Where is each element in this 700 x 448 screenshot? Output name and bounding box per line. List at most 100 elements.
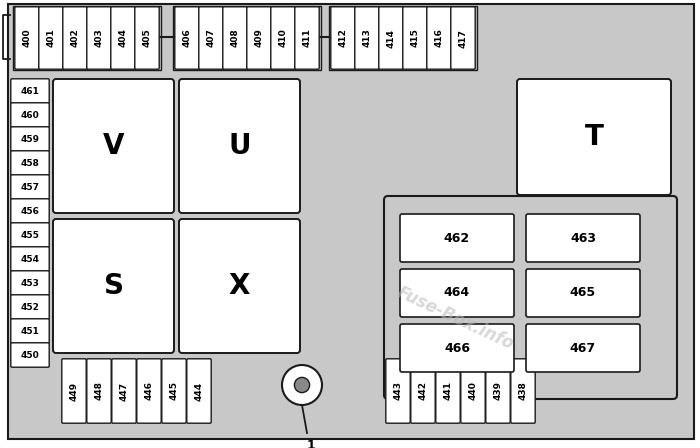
Text: 443: 443 — [393, 382, 402, 401]
FancyBboxPatch shape — [10, 175, 49, 199]
Text: 409: 409 — [255, 29, 263, 47]
Text: 444: 444 — [195, 381, 204, 401]
Text: 447: 447 — [120, 381, 129, 401]
Text: 456: 456 — [20, 207, 39, 215]
Bar — [173, 6, 321, 70]
FancyBboxPatch shape — [331, 7, 355, 69]
Text: U: U — [228, 132, 251, 160]
FancyBboxPatch shape — [400, 269, 514, 317]
Text: 467: 467 — [570, 341, 596, 354]
FancyBboxPatch shape — [10, 127, 49, 151]
Text: X: X — [229, 272, 250, 300]
FancyBboxPatch shape — [271, 7, 295, 69]
Text: 442: 442 — [419, 382, 428, 401]
FancyBboxPatch shape — [511, 359, 536, 423]
FancyBboxPatch shape — [62, 359, 86, 423]
FancyBboxPatch shape — [15, 7, 39, 69]
Text: 461: 461 — [20, 86, 39, 95]
Text: 445: 445 — [169, 382, 178, 401]
Text: 405: 405 — [143, 29, 151, 47]
Text: 452: 452 — [20, 302, 39, 311]
FancyBboxPatch shape — [63, 7, 88, 69]
FancyBboxPatch shape — [10, 199, 49, 223]
Text: 411: 411 — [302, 29, 312, 47]
Text: 450: 450 — [20, 350, 39, 359]
Text: S: S — [104, 272, 123, 300]
Text: 407: 407 — [206, 29, 216, 47]
FancyBboxPatch shape — [38, 7, 63, 69]
FancyBboxPatch shape — [526, 269, 640, 317]
FancyBboxPatch shape — [400, 324, 514, 372]
FancyBboxPatch shape — [402, 7, 427, 69]
FancyBboxPatch shape — [384, 196, 677, 399]
FancyBboxPatch shape — [10, 103, 49, 127]
Text: 446: 446 — [144, 382, 153, 401]
Text: 402: 402 — [71, 29, 80, 47]
Text: 1: 1 — [307, 439, 316, 448]
FancyBboxPatch shape — [10, 223, 49, 247]
Text: 460: 460 — [20, 111, 39, 120]
FancyBboxPatch shape — [53, 79, 174, 213]
Text: 458: 458 — [20, 159, 39, 168]
Text: 455: 455 — [20, 231, 39, 240]
Text: 463: 463 — [570, 232, 596, 245]
FancyBboxPatch shape — [386, 359, 410, 423]
Text: 439: 439 — [494, 382, 503, 401]
Text: 438: 438 — [519, 382, 528, 401]
Circle shape — [282, 365, 322, 405]
FancyBboxPatch shape — [486, 359, 510, 423]
Text: 401: 401 — [46, 29, 55, 47]
FancyBboxPatch shape — [355, 7, 379, 69]
FancyBboxPatch shape — [179, 79, 300, 213]
FancyBboxPatch shape — [427, 7, 452, 69]
FancyBboxPatch shape — [175, 7, 199, 69]
FancyBboxPatch shape — [10, 343, 49, 367]
FancyBboxPatch shape — [87, 359, 111, 423]
Text: 464: 464 — [444, 287, 470, 300]
Text: 413: 413 — [363, 29, 372, 47]
Text: 466: 466 — [444, 341, 470, 354]
Text: 415: 415 — [410, 29, 419, 47]
FancyBboxPatch shape — [10, 79, 49, 103]
FancyBboxPatch shape — [10, 247, 49, 271]
Text: 406: 406 — [183, 29, 192, 47]
Text: 441: 441 — [444, 382, 452, 401]
FancyBboxPatch shape — [135, 7, 159, 69]
FancyBboxPatch shape — [526, 214, 640, 262]
Text: 449: 449 — [69, 381, 78, 401]
FancyBboxPatch shape — [53, 219, 174, 353]
FancyBboxPatch shape — [436, 359, 460, 423]
Bar — [13, 6, 161, 70]
FancyBboxPatch shape — [400, 214, 514, 262]
Text: 416: 416 — [435, 29, 444, 47]
FancyBboxPatch shape — [112, 359, 136, 423]
Text: 448: 448 — [94, 382, 104, 401]
FancyBboxPatch shape — [223, 7, 247, 69]
Text: 462: 462 — [444, 232, 470, 245]
FancyBboxPatch shape — [517, 79, 671, 195]
FancyBboxPatch shape — [295, 7, 319, 69]
Text: 451: 451 — [20, 327, 39, 336]
Text: 459: 459 — [20, 134, 39, 143]
Text: 400: 400 — [22, 29, 32, 47]
FancyBboxPatch shape — [179, 219, 300, 353]
Text: 414: 414 — [386, 29, 395, 47]
Text: 404: 404 — [118, 29, 127, 47]
FancyBboxPatch shape — [187, 359, 211, 423]
FancyBboxPatch shape — [247, 7, 271, 69]
FancyBboxPatch shape — [111, 7, 135, 69]
Text: 440: 440 — [468, 382, 477, 401]
FancyBboxPatch shape — [199, 7, 223, 69]
Text: Fuse-Box.info: Fuse-Box.info — [393, 283, 517, 353]
FancyBboxPatch shape — [379, 7, 403, 69]
FancyBboxPatch shape — [10, 319, 49, 343]
FancyBboxPatch shape — [411, 359, 435, 423]
Text: 417: 417 — [458, 29, 468, 47]
FancyBboxPatch shape — [10, 295, 49, 319]
FancyBboxPatch shape — [451, 7, 475, 69]
Text: 410: 410 — [279, 29, 288, 47]
Text: 453: 453 — [20, 279, 39, 288]
FancyBboxPatch shape — [10, 151, 49, 175]
Bar — [329, 6, 477, 70]
Text: 457: 457 — [20, 182, 39, 191]
